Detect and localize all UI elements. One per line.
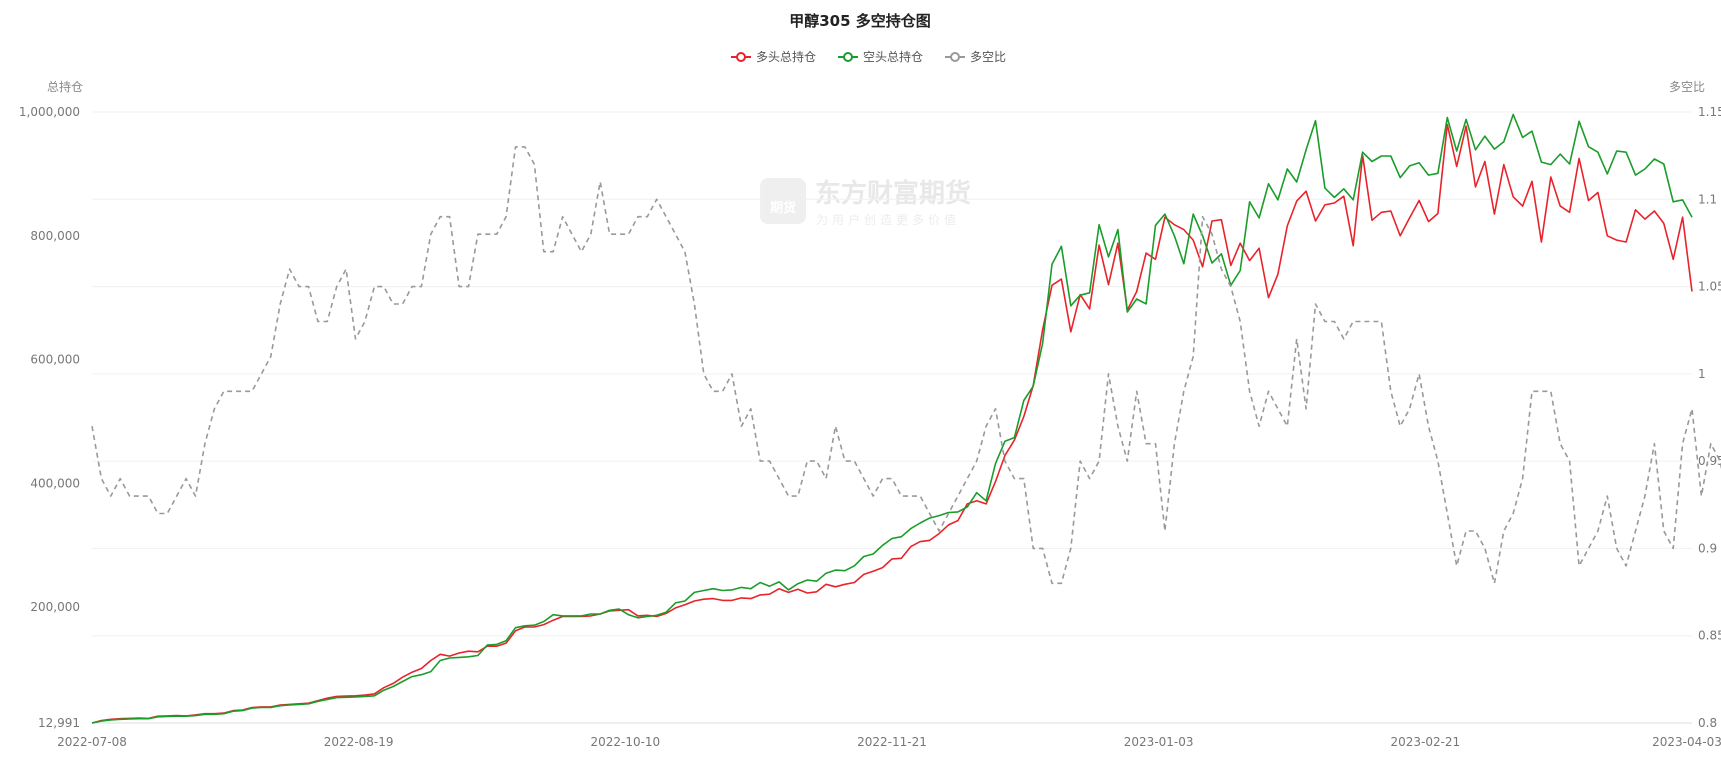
y-left-axis-name: 总持仓 [47,79,83,94]
legend-long-marker-icon [736,52,746,62]
x-tick-label: 2022-10-10 [590,735,660,749]
legend-item-long[interactable]: 多头总持仓 [731,49,816,64]
legend-ratio-label: 多空比 [970,50,1006,64]
legend-short-label: 空头总持仓 [863,49,923,64]
y-right-tick-label: 0.95 [1698,454,1721,468]
y-right-axis: 0.8 0.85 0.9 0.95 1 1.05 1.1 1.15 [1698,105,1721,730]
legend-item-ratio[interactable]: 多空比 [945,50,1006,64]
y-right-tick-label: 1.05 [1698,280,1721,294]
series-layer [91,113,1721,724]
watermark-slogan: 为用户创造更多价值 [816,212,960,227]
y-right-tick-label: 0.9 [1698,541,1717,555]
y-left-tick-label: 800,000 [30,229,80,243]
series-line-ratio [91,146,1721,585]
series-line-long [91,123,1693,724]
y-right-axis-name: 多空比 [1669,80,1705,94]
x-tick-label: 2023-01-03 [1124,735,1194,749]
grid [92,111,1692,724]
y-left-tick-label: 400,000 [30,476,80,490]
y-right-tick-label: 0.85 [1698,629,1721,643]
x-axis: 2022-07-08 2022-08-19 2022-10-10 2022-11-21… [57,735,1721,749]
y-left-tick-label: 1,000,000 [19,105,80,119]
watermark: 期货 东方财富期货 为用户创造更多价值 [760,178,971,227]
watermark-brand: 东方财富期货 [815,178,971,209]
x-tick-label: 2022-11-21 [857,735,927,749]
y-left-tick-label: 200,000 [30,600,80,614]
legend-ratio-marker-icon [950,52,960,62]
y-right-tick-label: 1.15 [1698,105,1721,119]
y-right-tick-label: 0.8 [1698,716,1717,730]
x-tick-label: 2022-08-19 [324,735,394,749]
x-tick-label: 2023-04-03 [1652,735,1721,749]
y-right-tick-label: 1.1 [1698,192,1717,206]
series-line-short [91,113,1693,724]
legend-long-label: 多头总持仓 [756,49,816,64]
watermark-logo-icon [760,178,806,224]
y-right-tick-label: 1 [1698,367,1706,381]
x-tick-label: 2022-07-08 [57,735,127,749]
legend-short-marker-icon [843,52,853,62]
y-left-tick-label: 600,000 [30,353,80,367]
legend-item-short[interactable]: 空头总持仓 [838,49,923,64]
legend: 多头总持仓 空头总持仓 多空比 [731,49,1006,64]
y-left-tick-label: 12,991 [38,716,80,730]
chart-title: 甲醇305 多空持仓图 [789,12,931,30]
x-tick-label: 2023-02-21 [1390,735,1460,749]
y-left-axis: 12,991 200,000 400,000 600,000 800,000 1,000,… [19,105,80,730]
watermark-badge: 期货 [770,200,796,216]
